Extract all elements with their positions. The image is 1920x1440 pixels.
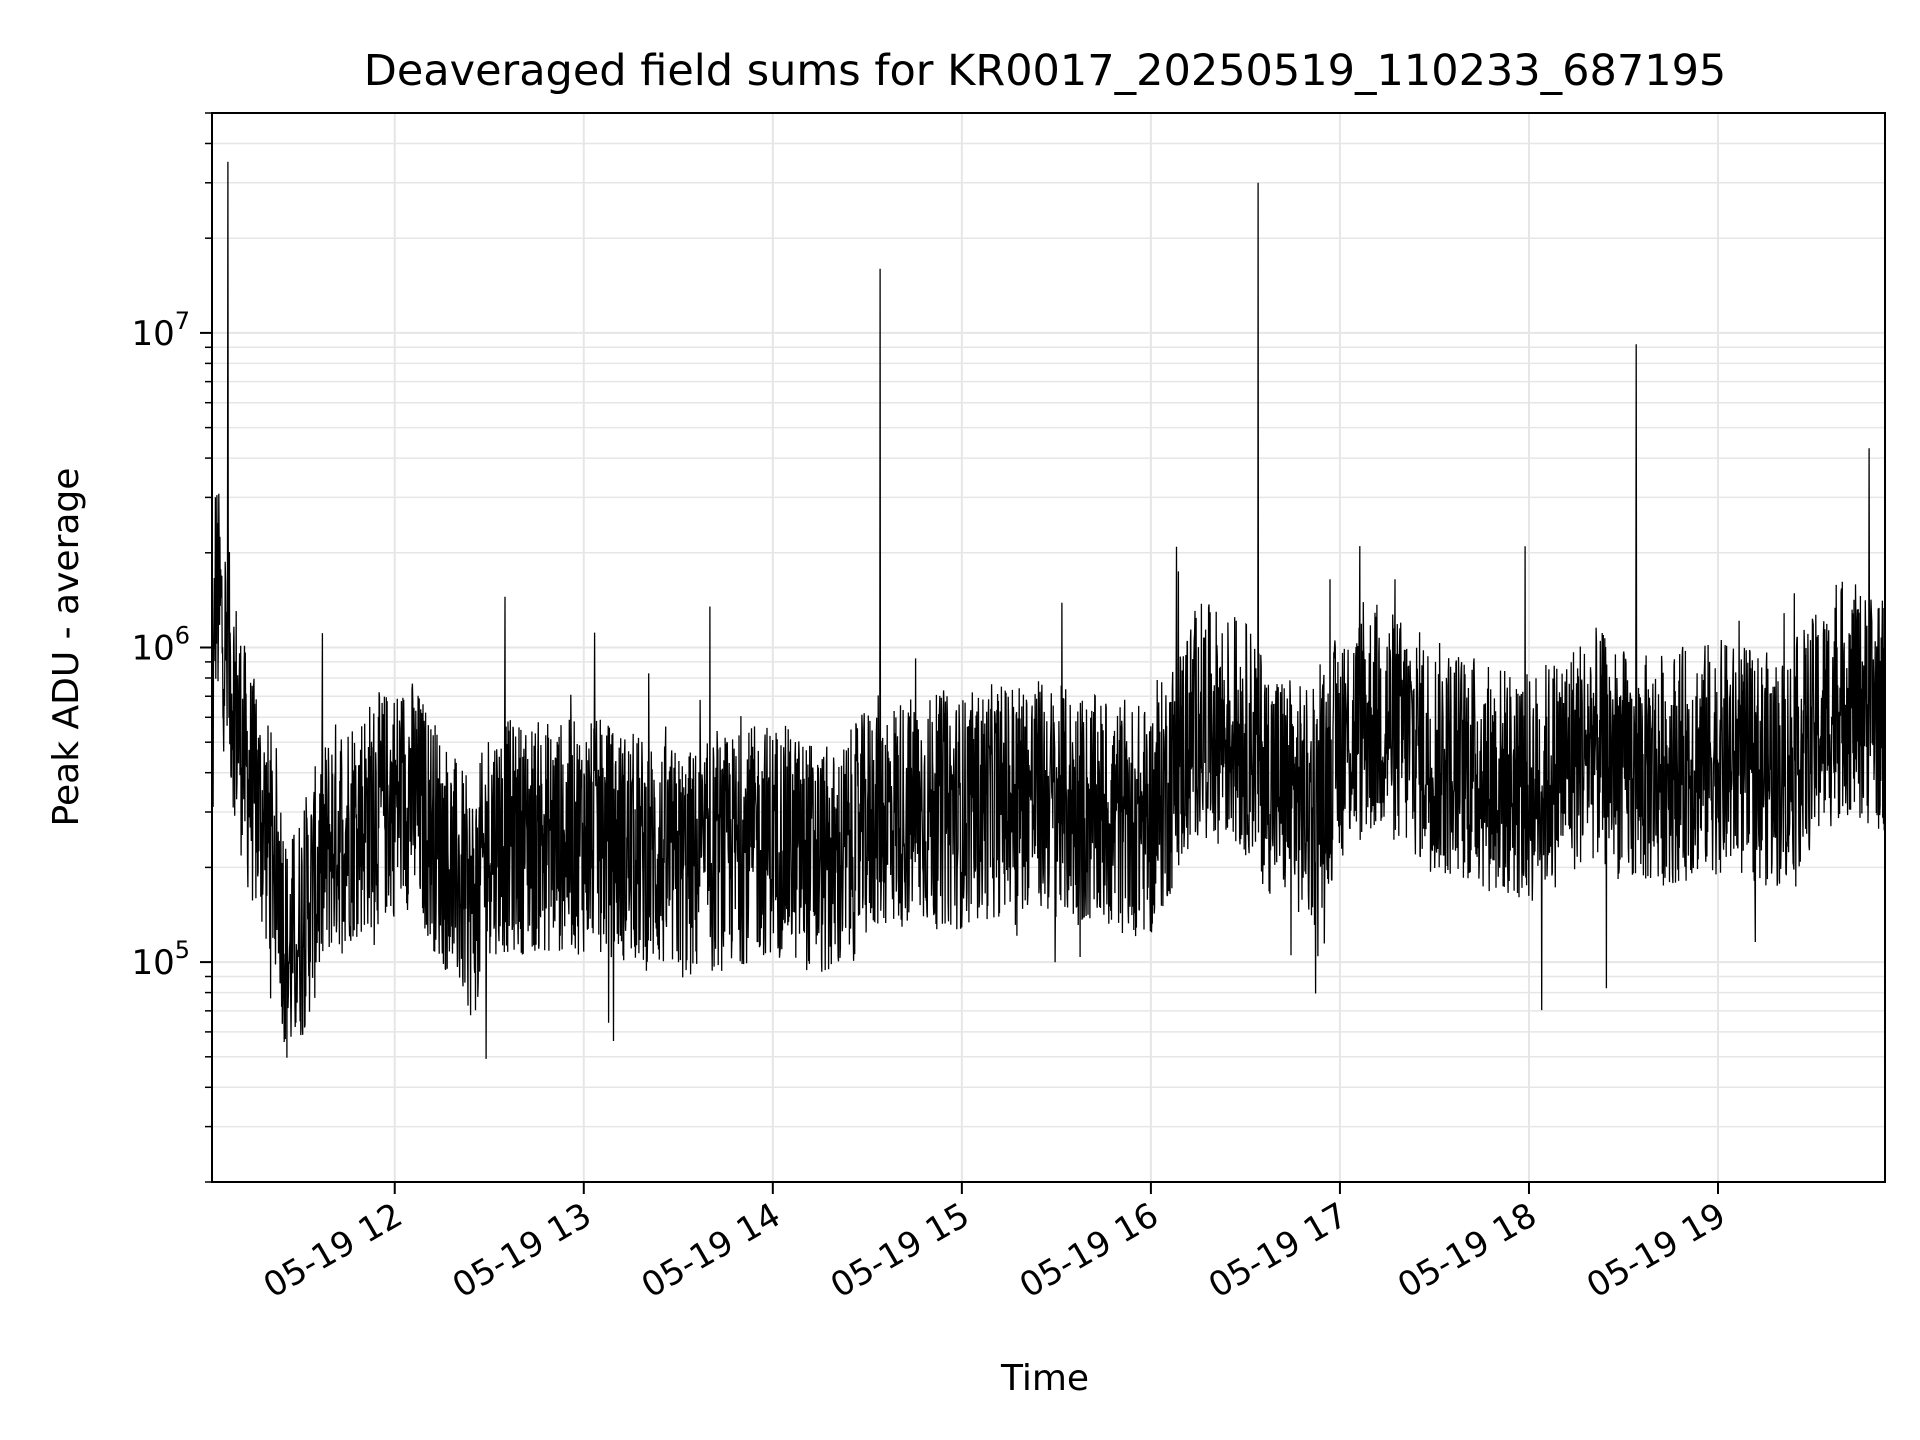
y-axis: 105 106 107 [131,112,212,1183]
x-tick-label: 05-19 13 [446,1195,598,1306]
y-tick-label: 107 [131,307,190,354]
x-tick-label: 05-19 17 [1202,1195,1354,1306]
x-axis: 05-19 12 05-19 13 05-19 14 05-19 15 05-19 16… [257,1182,1733,1306]
y-axis-label: Peak ADU - average [46,468,87,827]
series-line [212,161,1885,1059]
y-tick-label: 105 [131,936,190,983]
data-series-line [212,161,1885,1059]
x-tick-label: 05-19 19 [1580,1195,1732,1306]
y-tick-label: 106 [131,622,190,669]
x-axis-label: Time [1000,1358,1089,1399]
chart-title: Deaveraged field sums for KR0017_2025051… [364,46,1727,96]
x-tick-label: 05-19 18 [1391,1195,1543,1306]
x-tick-label: 05-19 12 [257,1195,409,1306]
x-tick-label: 05-19 14 [635,1195,787,1306]
x-tick-label: 05-19 15 [824,1195,976,1306]
grid-lines [212,112,1885,1183]
x-tick-label: 05-19 16 [1013,1195,1165,1306]
